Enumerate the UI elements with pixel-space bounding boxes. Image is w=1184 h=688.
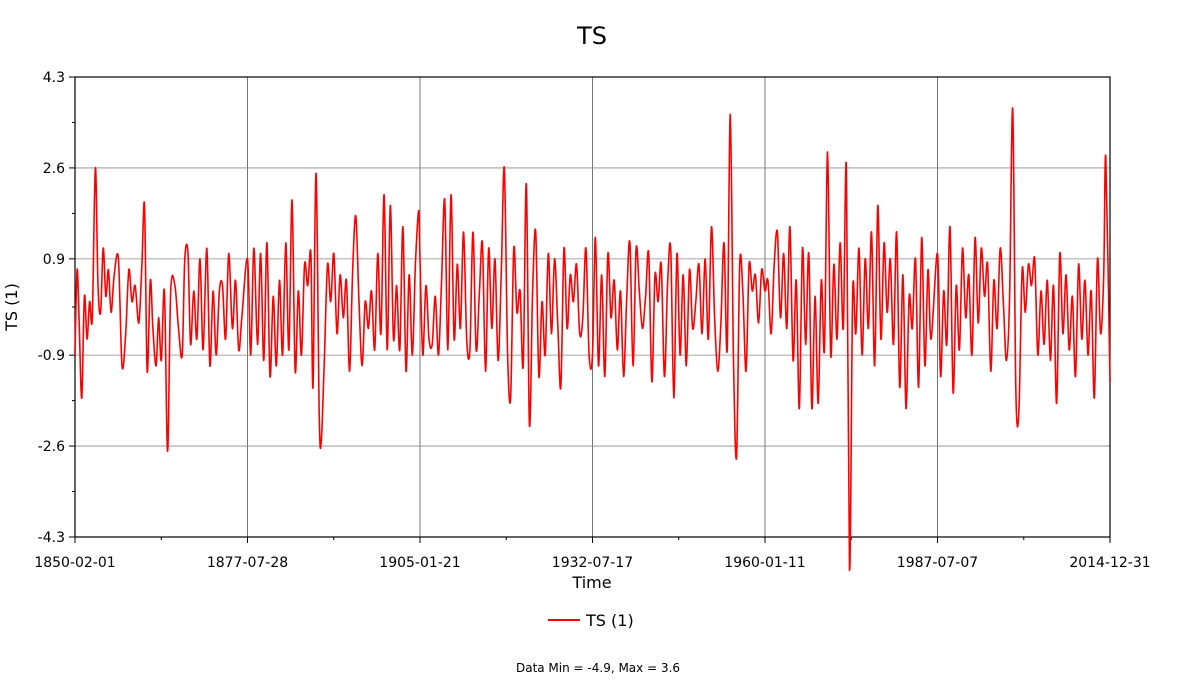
x-tick-label: 2014-12-31 xyxy=(1069,555,1150,571)
x-tick-label: 1877-07-28 xyxy=(207,555,288,571)
y-tick-label: -0.9 xyxy=(38,348,65,364)
series-layer xyxy=(74,107,1111,571)
y-axis-label: TS (1) xyxy=(2,283,21,332)
legend-label: TS (1) xyxy=(585,611,634,630)
data-range-footer: Data Min = -4.9, Max = 3.6 xyxy=(516,661,680,675)
y-tick-label: 2.6 xyxy=(43,161,65,177)
x-tick-label: 1987-07-07 xyxy=(897,555,978,571)
x-tick-label: 1932-07-17 xyxy=(552,555,633,571)
y-tick-label: 4.3 xyxy=(43,70,65,86)
axis-ticks: 1850-02-01 1877-07-28 1905-01-21 1932-07-17… xyxy=(34,70,1150,571)
series-line-ts xyxy=(74,107,1111,571)
x-tick-label: 1905-01-21 xyxy=(379,555,460,571)
y-tick-label: 0.9 xyxy=(43,252,65,268)
x-tick-label: 1960-01-11 xyxy=(724,555,805,571)
y-tick-label: -2.6 xyxy=(38,439,65,455)
legend: TS (1) xyxy=(548,611,634,630)
y-tick-label: -4.3 xyxy=(38,530,65,546)
x-axis-label: Time xyxy=(571,573,611,592)
chart-title: TS xyxy=(576,22,607,50)
x-tick-label: 1850-02-01 xyxy=(34,555,115,571)
